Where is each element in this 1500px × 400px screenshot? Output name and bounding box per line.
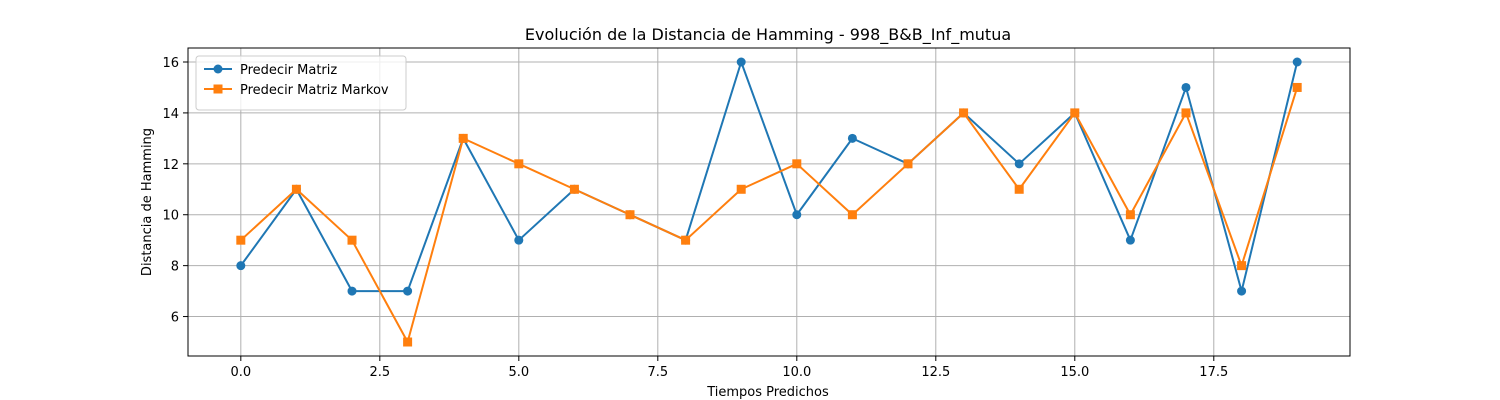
x-tick-label: 0.0 (230, 365, 251, 380)
data-point (403, 286, 413, 296)
data-point (291, 184, 301, 194)
data-point (681, 235, 691, 245)
data-point (847, 133, 857, 143)
data-point (1014, 184, 1024, 194)
data-point (736, 184, 746, 194)
chart-title: Evolución de la Distancia de Hamming - 9… (525, 25, 1011, 45)
data-point (1181, 108, 1191, 118)
data-point (792, 210, 802, 220)
x-tick-label: 2.5 (369, 365, 390, 380)
data-point (1292, 82, 1302, 92)
x-tick-label: 15.0 (1060, 365, 1089, 380)
legend-box (195, 55, 407, 111)
data-point (847, 210, 857, 220)
y-tick-label: 8 (171, 260, 179, 275)
data-point (347, 235, 357, 245)
y-tick-label: 10 (162, 209, 179, 224)
x-tick-label: 7.5 (647, 365, 668, 380)
data-point (1125, 210, 1135, 220)
series-line (240, 87, 1299, 343)
data-point (514, 235, 524, 245)
x-tick-label: 12.5 (921, 365, 950, 380)
data-point (625, 210, 635, 220)
data-point (347, 286, 357, 296)
series-line (240, 61, 1299, 293)
data-point (1292, 57, 1302, 67)
data-point (213, 84, 223, 94)
axis-ticks: 0.0 2.5 5.0 7.5 10.0 12.5 15.0 17.5 6 8 10 12 14 16 (162, 56, 1228, 380)
data-point (514, 159, 524, 169)
x-tick-label: 5.0 (508, 365, 529, 380)
data-point (1237, 261, 1247, 271)
legend-label: Predecir Matriz Markov (240, 83, 389, 98)
data-point (569, 184, 579, 194)
data-point (959, 108, 969, 118)
data-point (1181, 82, 1191, 92)
legend-item: Predecir Matriz Markov (204, 83, 389, 98)
grid-lines (188, 48, 1350, 356)
data-point (736, 57, 746, 67)
y-tick-label: 6 (171, 311, 179, 326)
data-point (236, 235, 246, 245)
y-tick-label: 16 (162, 56, 179, 71)
data-point (403, 337, 413, 347)
series-2 (236, 82, 1302, 347)
data-point (903, 159, 913, 169)
x-axis-title: Tiempos Predichos (706, 385, 829, 400)
y-tick-label: 12 (162, 158, 179, 173)
data-point (458, 133, 468, 143)
data-point (1070, 108, 1080, 118)
data-point (1125, 235, 1135, 245)
data-point (236, 261, 246, 271)
x-tick-label: 17.5 (1199, 365, 1228, 380)
data-point (213, 64, 223, 74)
legend: Predecir Matriz Predecir Matriz Markov (195, 55, 407, 111)
legend-label: Predecir Matriz (240, 63, 337, 78)
data-point (1237, 286, 1247, 296)
series-layer (236, 57, 1302, 347)
y-axis-title: Distancia de Hamming (140, 128, 155, 276)
plot-frame (187, 47, 1351, 357)
data-point (792, 159, 802, 169)
x-tick-label: 10.0 (782, 365, 811, 380)
legend-item: Predecir Matriz (204, 63, 337, 78)
data-point (1014, 159, 1024, 169)
y-tick-label: 14 (162, 107, 179, 122)
